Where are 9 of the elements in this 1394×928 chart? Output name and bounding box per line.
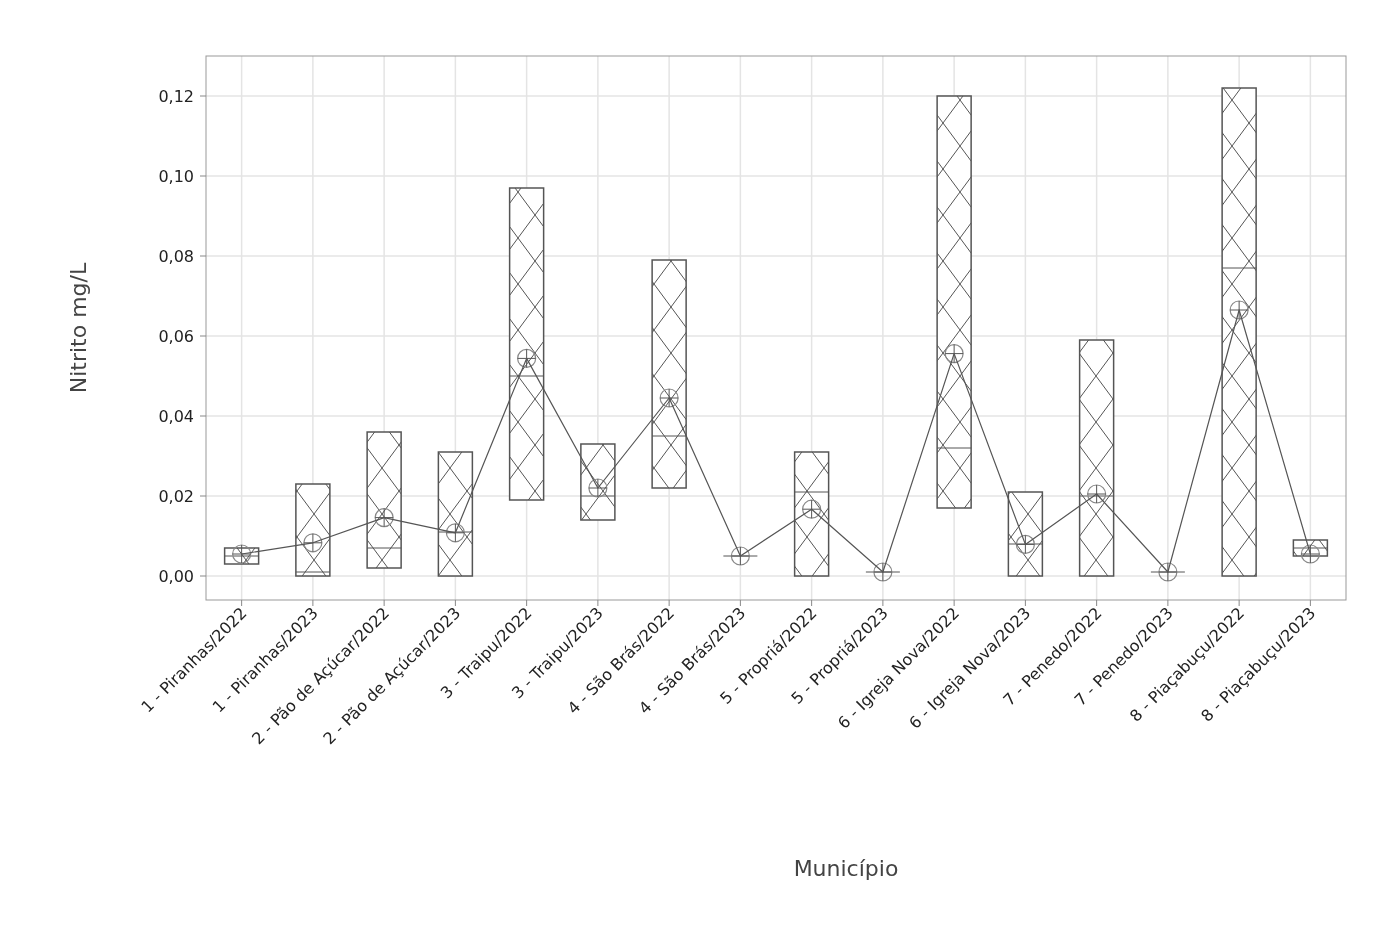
x-axis-title: Município [793, 856, 899, 881]
y-axis-title: Nitrito mg/L [66, 262, 91, 394]
y-tick-label: 0,06 [158, 326, 194, 346]
y-tick-label: 0,02 [158, 486, 194, 506]
y-tick-label: 0,12 [158, 86, 194, 106]
y-tick-label: 0,10 [158, 166, 194, 186]
y-tick-label: 0,08 [158, 246, 194, 266]
y-tick-label: 0,00 [158, 566, 194, 586]
y-tick-label: 0,04 [158, 406, 194, 426]
